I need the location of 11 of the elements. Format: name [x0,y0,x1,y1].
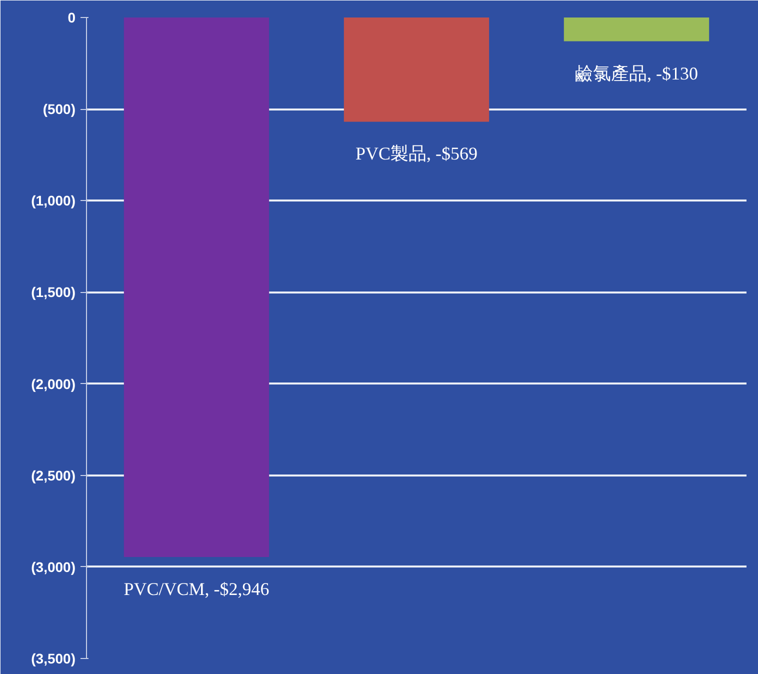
y-tick-label: (500) [42,101,76,118]
y-tick-label: (2,000) [31,376,76,392]
y-tick-label: (3,500) [31,650,76,666]
data-label: PVC製品, -$569 [355,144,478,164]
y-tick-label: (1,000) [31,192,76,209]
data-label: PVC/VCM, -$2,946 [124,579,270,600]
y-tick-label: (2,500) [31,467,76,484]
y-tick-label: 0 [68,10,76,26]
y-tick-label: (1,500) [31,284,76,300]
y-tick-label: (3,000) [31,558,76,575]
data-label: 鹼氯產品, -$130 [575,63,698,84]
